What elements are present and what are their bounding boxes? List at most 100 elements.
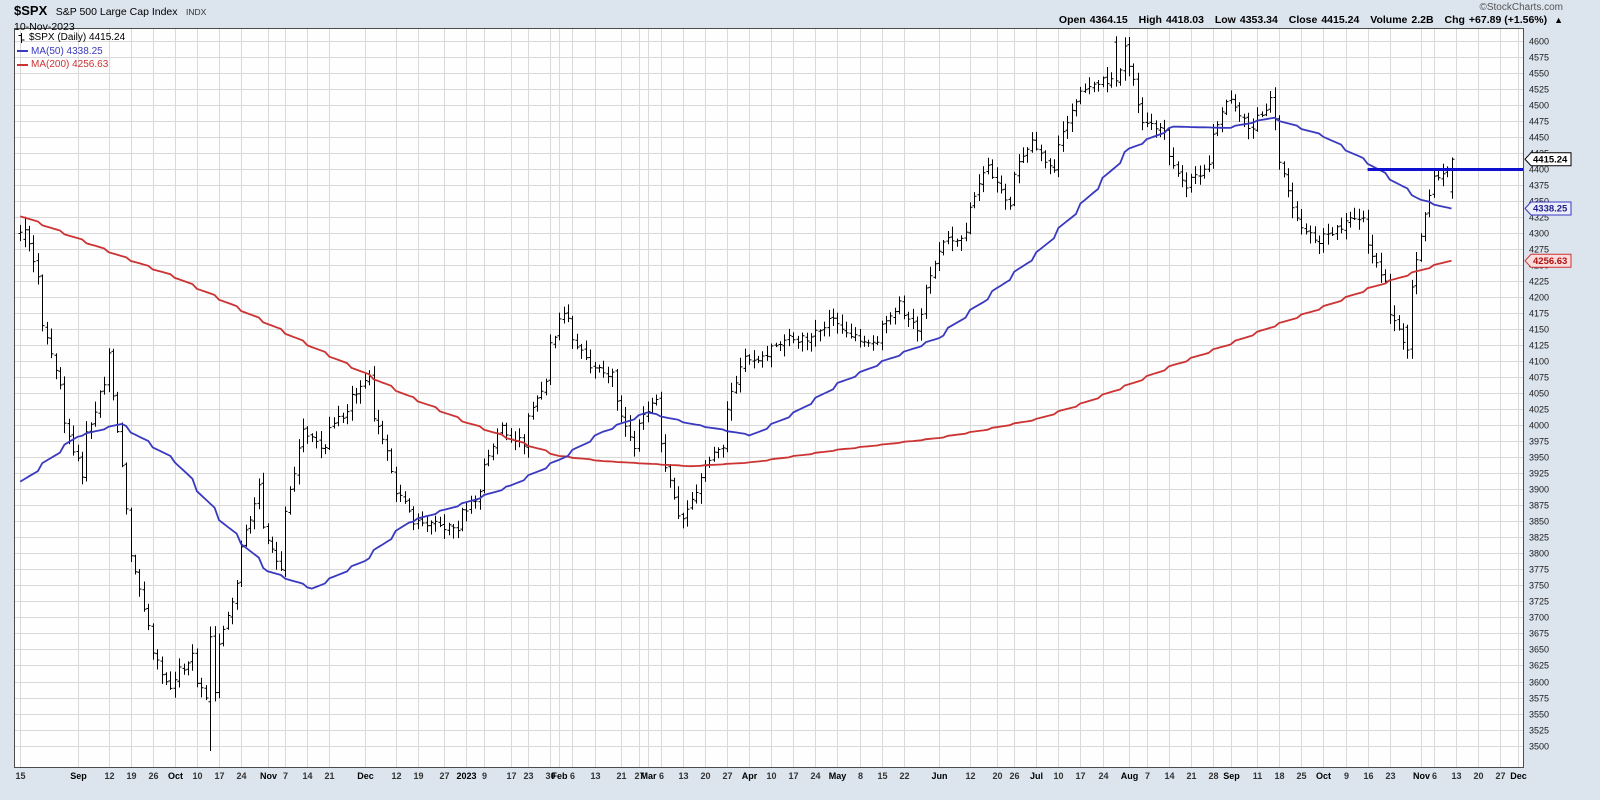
svg-text:14: 14 — [1164, 771, 1174, 781]
svg-text:4175: 4175 — [1529, 309, 1549, 319]
svg-text:Sep: Sep — [1223, 771, 1240, 781]
ma200-line — [19, 215, 1452, 468]
svg-text:27: 27 — [439, 771, 449, 781]
svg-text:Dec: Dec — [1510, 771, 1527, 781]
svg-text:3725: 3725 — [1529, 597, 1549, 607]
svg-text:3600: 3600 — [1529, 678, 1549, 688]
svg-text:12: 12 — [391, 771, 401, 781]
svg-text:4400: 4400 — [1529, 165, 1549, 175]
svg-text:19: 19 — [126, 771, 136, 781]
svg-text:3625: 3625 — [1529, 661, 1549, 671]
svg-text:3925: 3925 — [1529, 469, 1549, 479]
ma200-price-callout — [1524, 253, 1572, 268]
svg-text:6: 6 — [1432, 771, 1437, 781]
svg-text:Aug: Aug — [1121, 771, 1139, 781]
svg-text:3825: 3825 — [1529, 533, 1549, 543]
svg-text:7: 7 — [1145, 771, 1150, 781]
svg-text:25: 25 — [1296, 771, 1306, 781]
svg-text:Sep: Sep — [70, 771, 87, 781]
svg-text:May: May — [829, 771, 847, 781]
svg-text:21: 21 — [324, 771, 334, 781]
svg-text:4525: 4525 — [1529, 85, 1549, 95]
svg-text:19: 19 — [413, 771, 423, 781]
ma200-line-swatch — [17, 63, 28, 66]
legend-ma50-label: MA(50) 4338.25 — [31, 45, 103, 57]
svg-text:30: 30 — [545, 771, 555, 781]
svg-text:24: 24 — [810, 771, 820, 781]
close-price-callout — [1524, 152, 1572, 167]
svg-text:Feb: Feb — [551, 771, 568, 781]
svg-text:22: 22 — [899, 771, 909, 781]
close-price-callout-text: 4415.24 — [1533, 154, 1568, 165]
svg-text:3700: 3700 — [1529, 613, 1549, 623]
svg-text:4200: 4200 — [1529, 293, 1549, 303]
quote-chg-label: Chg — [1444, 14, 1465, 26]
svg-text:4050: 4050 — [1529, 389, 1549, 399]
legend-ma200-label: MA(200) 4256.63 — [31, 59, 109, 70]
change-up-arrow-icon: ▲ — [1554, 15, 1563, 25]
quote-high-label: High — [1138, 14, 1162, 26]
svg-text:24: 24 — [1098, 771, 1108, 781]
svg-text:4475: 4475 — [1529, 117, 1549, 127]
exchange-label: INDX — [185, 7, 207, 17]
svg-text:4500: 4500 — [1529, 101, 1549, 111]
x-axis-labels: 15 Sep 12 19 26 Oct 10 17 24 Nov 7 14 21 Dec 12 19 27 20 2… — [15, 771, 1526, 781]
ohlc-price-bars — [18, 36, 1455, 751]
svg-text:13: 13 — [1451, 771, 1461, 781]
svg-text:4575: 4575 — [1529, 53, 1549, 63]
svg-text:20: 20 — [1473, 771, 1483, 781]
svg-text:17: 17 — [1075, 771, 1085, 781]
svg-text:4150: 4150 — [1529, 325, 1549, 335]
svg-text:17: 17 — [788, 771, 798, 781]
svg-text:4125: 4125 — [1529, 341, 1549, 351]
quote-chg-value: +67.89 (+1.56%) — [1468, 14, 1548, 26]
svg-text:10: 10 — [766, 771, 776, 781]
index-name-label: S&P 500 Large Cap Index — [55, 6, 178, 18]
svg-text:15: 15 — [15, 771, 25, 781]
svg-text:Jul: Jul — [1030, 771, 1043, 781]
svg-text:4375: 4375 — [1529, 181, 1549, 191]
svg-text:24: 24 — [236, 771, 246, 781]
svg-text:4550: 4550 — [1529, 69, 1549, 79]
svg-text:21: 21 — [616, 771, 626, 781]
chart-date-label: 10-Nov-2023 — [14, 21, 75, 33]
svg-text:4300: 4300 — [1529, 229, 1549, 239]
quote-open-value: 4364.15 — [1089, 14, 1128, 26]
svg-text:20: 20 — [992, 771, 1002, 781]
y-axis-labels: 3500 3525 3550 3575 3600 3625 3650 3675 3700 3725… — [1529, 37, 1549, 752]
svg-text:26: 26 — [1009, 771, 1019, 781]
svg-text:27: 27 — [722, 771, 732, 781]
plot-background — [14, 28, 1524, 768]
ma50-price-callout-text: 4338.25 — [1533, 204, 1568, 215]
svg-text:9: 9 — [482, 771, 487, 781]
svg-text:8: 8 — [858, 771, 863, 781]
ma50-price-callout — [1524, 201, 1572, 216]
chart-legend: $SPX (Daily) 4415.24 MA(50) 4338.25 MA(2… — [17, 31, 125, 72]
chart-header-left: $SPX S&P 500 Large Cap Index INDX 10-Nov… — [14, 2, 206, 33]
svg-text:10: 10 — [192, 771, 202, 781]
svg-text:16: 16 — [1363, 771, 1373, 781]
svg-text:20: 20 — [700, 771, 710, 781]
svg-text:12: 12 — [104, 771, 114, 781]
svg-text:3675: 3675 — [1529, 629, 1549, 639]
price-callouts: 4415.24 4338.25 4256.63 — [1524, 152, 1572, 268]
svg-text:Dec: Dec — [357, 771, 374, 781]
ma50-line — [19, 116, 1452, 590]
svg-text:3775: 3775 — [1529, 565, 1549, 575]
svg-text:Apr: Apr — [742, 771, 758, 781]
svg-text:13: 13 — [678, 771, 688, 781]
legend-main-label: $SPX (Daily) 4415.24 — [29, 32, 126, 43]
svg-text:Nov: Nov — [1413, 771, 1430, 781]
stockcharts-credit: ©StockCharts.com — [1479, 2, 1563, 13]
svg-text:3850: 3850 — [1529, 517, 1549, 527]
quote-close-value: 4415.24 — [1321, 14, 1360, 26]
svg-text:Oct: Oct — [168, 771, 183, 781]
quote-low-label: Low — [1214, 14, 1236, 26]
plot-border — [14, 28, 1524, 768]
svg-text:27: 27 — [634, 771, 644, 781]
svg-text:6: 6 — [659, 771, 664, 781]
svg-text:10: 10 — [1053, 771, 1063, 781]
svg-text:3800: 3800 — [1529, 549, 1549, 559]
svg-text:3575: 3575 — [1529, 694, 1549, 704]
